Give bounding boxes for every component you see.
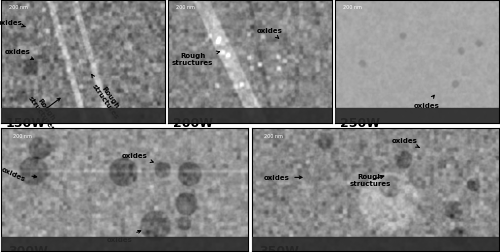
Text: 200 nm: 200 nm: [264, 133, 283, 138]
Text: oxides: oxides: [122, 152, 154, 163]
Text: oxides: oxides: [414, 96, 440, 108]
Text: 200 nm: 200 nm: [14, 133, 32, 138]
Text: oxides: oxides: [0, 166, 36, 182]
Bar: [335, 109, 499, 123]
Text: 200W: 200W: [173, 116, 213, 129]
Bar: [168, 109, 332, 123]
Text: oxides: oxides: [4, 49, 34, 60]
Text: oxides: oxides: [392, 138, 419, 148]
Bar: [1, 109, 165, 123]
Bar: [252, 237, 499, 251]
Text: oxides: oxides: [107, 231, 141, 242]
Text: oxides: oxides: [264, 175, 302, 181]
Text: 200 nm: 200 nm: [9, 5, 28, 10]
Text: Rough
structures: Rough structures: [90, 75, 124, 119]
Text: 200 nm: 200 nm: [176, 5, 195, 10]
Text: 250W: 250W: [340, 116, 380, 129]
Text: oxides: oxides: [256, 28, 282, 39]
Text: Rough
structures: Rough structures: [172, 52, 220, 66]
Text: 350W: 350W: [259, 244, 299, 252]
Text: 200 nm: 200 nm: [344, 5, 362, 10]
Text: Rough
structures: Rough structures: [26, 91, 61, 132]
Bar: [1, 237, 248, 251]
Text: Rough
structures: Rough structures: [350, 174, 391, 187]
Text: oxides: oxides: [0, 20, 25, 28]
Text: 150W: 150W: [6, 116, 46, 129]
Text: 300W: 300W: [8, 244, 48, 252]
